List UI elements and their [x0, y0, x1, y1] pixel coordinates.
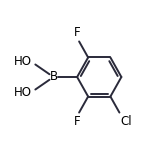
Text: F: F — [74, 26, 80, 39]
Text: HO: HO — [14, 86, 32, 99]
Text: HO: HO — [14, 55, 32, 68]
Text: B: B — [49, 71, 58, 83]
Text: Cl: Cl — [121, 115, 132, 128]
Text: F: F — [74, 115, 80, 128]
